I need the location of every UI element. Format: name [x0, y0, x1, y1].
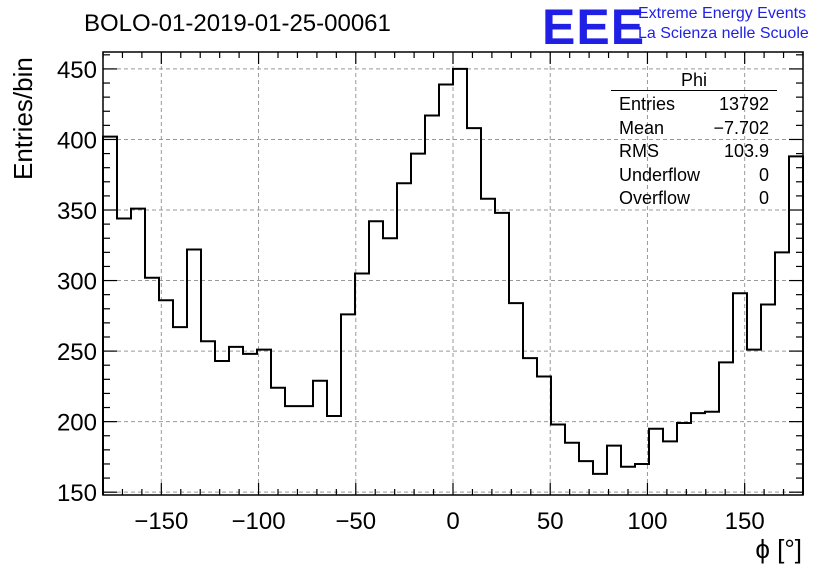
histogram-bin — [187, 250, 201, 495]
y-tick-label: 400 — [57, 127, 97, 154]
x-tick-label: −100 — [232, 508, 286, 535]
histogram-bin — [257, 350, 271, 495]
histogram-bin — [285, 406, 299, 495]
histogram-bin — [649, 429, 663, 495]
histogram-bin — [397, 183, 411, 495]
stats-value: 0 — [758, 164, 769, 185]
x-tick-label: 0 — [446, 508, 459, 535]
stats-box: Phi Entries 13792 Mean −7.702 RMS 103.9 … — [611, 70, 777, 211]
y-tick-label: 200 — [57, 410, 97, 437]
x-tick-label: 150 — [725, 508, 765, 535]
x-tick-label: 50 — [537, 508, 564, 535]
histogram-bin — [719, 362, 733, 495]
histogram-bin — [579, 461, 593, 495]
y-tick-label: 250 — [57, 339, 97, 366]
histogram-bin — [621, 467, 635, 495]
histogram-bin — [523, 358, 537, 495]
histogram-bin — [509, 303, 523, 495]
stats-label: Underflow — [619, 164, 701, 185]
histogram-bin — [131, 209, 145, 495]
stats-label: Overflow — [619, 188, 691, 208]
histogram-bin — [243, 354, 257, 495]
stats-row-rms: RMS 103.9 — [611, 140, 777, 164]
stats-row-mean: Mean −7.702 — [611, 117, 777, 141]
stats-value: 103.9 — [723, 141, 769, 161]
histogram-bin — [369, 221, 383, 495]
y-tick-label: 150 — [57, 480, 97, 507]
y-tick-label: 350 — [57, 198, 97, 225]
eee-logo: EEE — [542, 0, 646, 55]
histogram-bin — [775, 252, 789, 495]
histogram-bin — [677, 423, 691, 495]
y-tick-label: 450 — [57, 57, 97, 84]
histogram-bin — [551, 424, 565, 495]
logo-caption: Extreme Energy Events La Scienza nelle S… — [638, 4, 809, 44]
y-axis-label: Entries/bin — [8, 57, 38, 180]
histogram-bin — [453, 69, 467, 495]
histogram-bin — [229, 347, 243, 495]
x-axis-label: ϕ [°] — [755, 534, 802, 564]
histogram-bin — [383, 238, 397, 495]
histogram-bin — [411, 154, 425, 495]
histogram-bin — [607, 446, 621, 495]
histogram-bin — [355, 274, 369, 496]
histogram-bin — [299, 406, 313, 495]
logo-caption-line1: Extreme Energy Events — [638, 5, 807, 22]
stats-label: Entries — [619, 94, 676, 114]
stats-row-entries: Entries 13792 — [611, 93, 777, 117]
stats-value: 0 — [758, 188, 769, 208]
histogram-bin — [271, 388, 285, 495]
histogram-bin — [565, 443, 579, 495]
chart-title: BOLO-01-2019-01-25-00061 — [84, 10, 391, 37]
histogram-bin — [341, 314, 355, 495]
axes — [102, 51, 804, 496]
stats-value: −7.702 — [713, 117, 769, 138]
logo-caption-line2: La Scienza nelle Scuole — [638, 25, 809, 42]
histogram-bin — [495, 213, 509, 495]
histogram-bin — [691, 413, 705, 495]
histogram-bin — [789, 156, 803, 495]
x-tick-label: −50 — [335, 508, 376, 535]
histogram-bin — [663, 441, 677, 495]
histogram-bin — [733, 293, 747, 495]
y-tick-label: 300 — [57, 269, 97, 296]
histogram-bin — [537, 376, 551, 495]
histogram-bin — [593, 474, 607, 495]
histogram-bin — [467, 128, 481, 495]
stats-row-underflow: Underflow 0 — [611, 164, 777, 188]
histogram-bin — [215, 361, 229, 495]
histogram-bin — [439, 84, 453, 495]
histogram-bin — [481, 199, 495, 495]
histogram-bin — [425, 115, 439, 495]
stats-row-overflow: Overflow 0 — [611, 187, 777, 211]
histogram-bin — [159, 300, 173, 495]
histogram-bin — [201, 341, 215, 495]
stats-label: Mean — [619, 117, 665, 138]
stats-label: RMS — [619, 141, 659, 161]
x-tick-label: −150 — [134, 508, 188, 535]
tick-labels: −150 −100 −50 0 50 100 150 150 200 250 300 350 400 45… — [57, 57, 765, 535]
histogram-bin — [747, 350, 761, 495]
histogram-bin — [103, 137, 117, 495]
histogram-bin — [313, 381, 327, 495]
histogram-bin — [327, 416, 341, 495]
histogram-bin — [145, 278, 159, 495]
grid-lines — [103, 52, 803, 495]
x-tick-label: 100 — [627, 508, 667, 535]
histogram-bin — [173, 327, 187, 495]
histogram-series — [102, 67, 804, 495]
stats-value: 13792 — [718, 94, 769, 114]
histogram-bin — [635, 464, 649, 495]
histogram-bin — [117, 218, 131, 495]
histogram-bin — [761, 305, 775, 495]
histogram-bin — [705, 412, 719, 495]
stats-title: Phi — [611, 70, 777, 91]
